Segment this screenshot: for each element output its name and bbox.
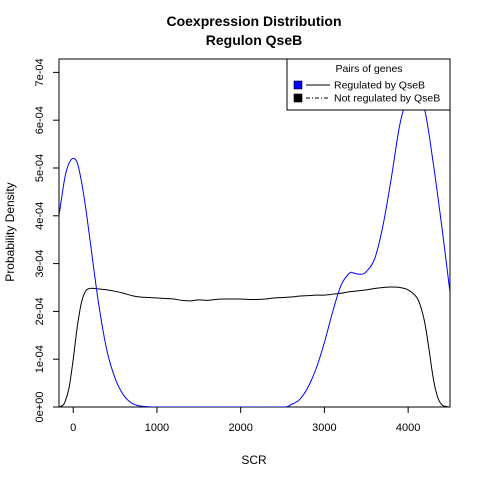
legend-title: Pairs of genes (335, 63, 402, 75)
y-tick-label: 5e-04 (34, 154, 46, 182)
series-line-not-regulated (59, 286, 450, 407)
legend-swatch-not-regulated (293, 93, 303, 103)
x-tick-label: 3000 (312, 422, 336, 434)
y-tick-label: 6e-04 (34, 106, 46, 134)
plot-area: 0 1000 2000 3000 4000 0e+00 1e-04 2e-04 3e-04 4e-… (34, 58, 451, 434)
y-tick-label: 0e+00 (34, 392, 46, 423)
chart-title-line-1: Coexpression Distribution (166, 13, 341, 29)
y-tick-label: 1e-04 (34, 345, 46, 373)
legend-swatch-regulated (293, 80, 303, 90)
legend-label-not-regulated: Not regulated by QseB (334, 93, 440, 105)
x-tick-label: 0 (70, 422, 76, 434)
y-tick-label: 7e-04 (34, 58, 46, 86)
y-tick-label: 4e-04 (34, 202, 46, 230)
x-tick-label: 1000 (145, 422, 169, 434)
x-tick-label: 4000 (396, 422, 420, 434)
series-line-regulated (59, 89, 450, 407)
y-axis-label: Probability Density (3, 182, 17, 281)
legend-label-regulated: Regulated by QseB (334, 80, 425, 92)
x-axis-label: SCR (241, 453, 267, 467)
legend: Pairs of genes Regulated by QseB Not reg… (286, 58, 451, 111)
y-tick-label: 2e-04 (34, 297, 46, 325)
plot-frame (58, 58, 451, 408)
x-tick-label: 2000 (228, 422, 252, 434)
y-tick-label: 3e-04 (34, 250, 46, 278)
chart-title-line-2: Regulon QseB (206, 32, 302, 48)
